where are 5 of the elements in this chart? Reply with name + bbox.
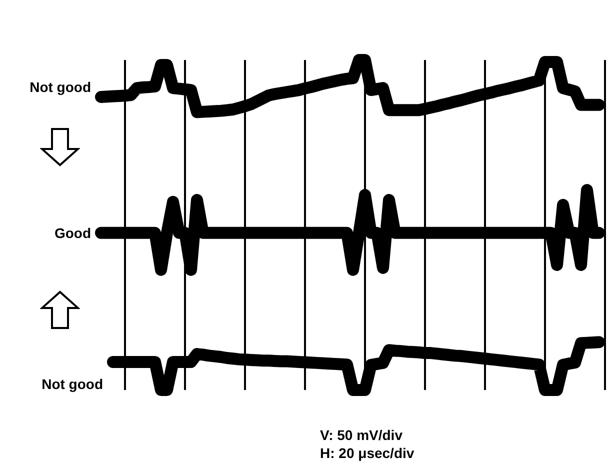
series-label: Not good [42,376,103,392]
text: H: 20 μsec/div [320,445,414,461]
series-label: Not good [30,78,91,95]
series-label: Good [54,224,91,241]
text: V: 50 mV/div [320,427,403,443]
